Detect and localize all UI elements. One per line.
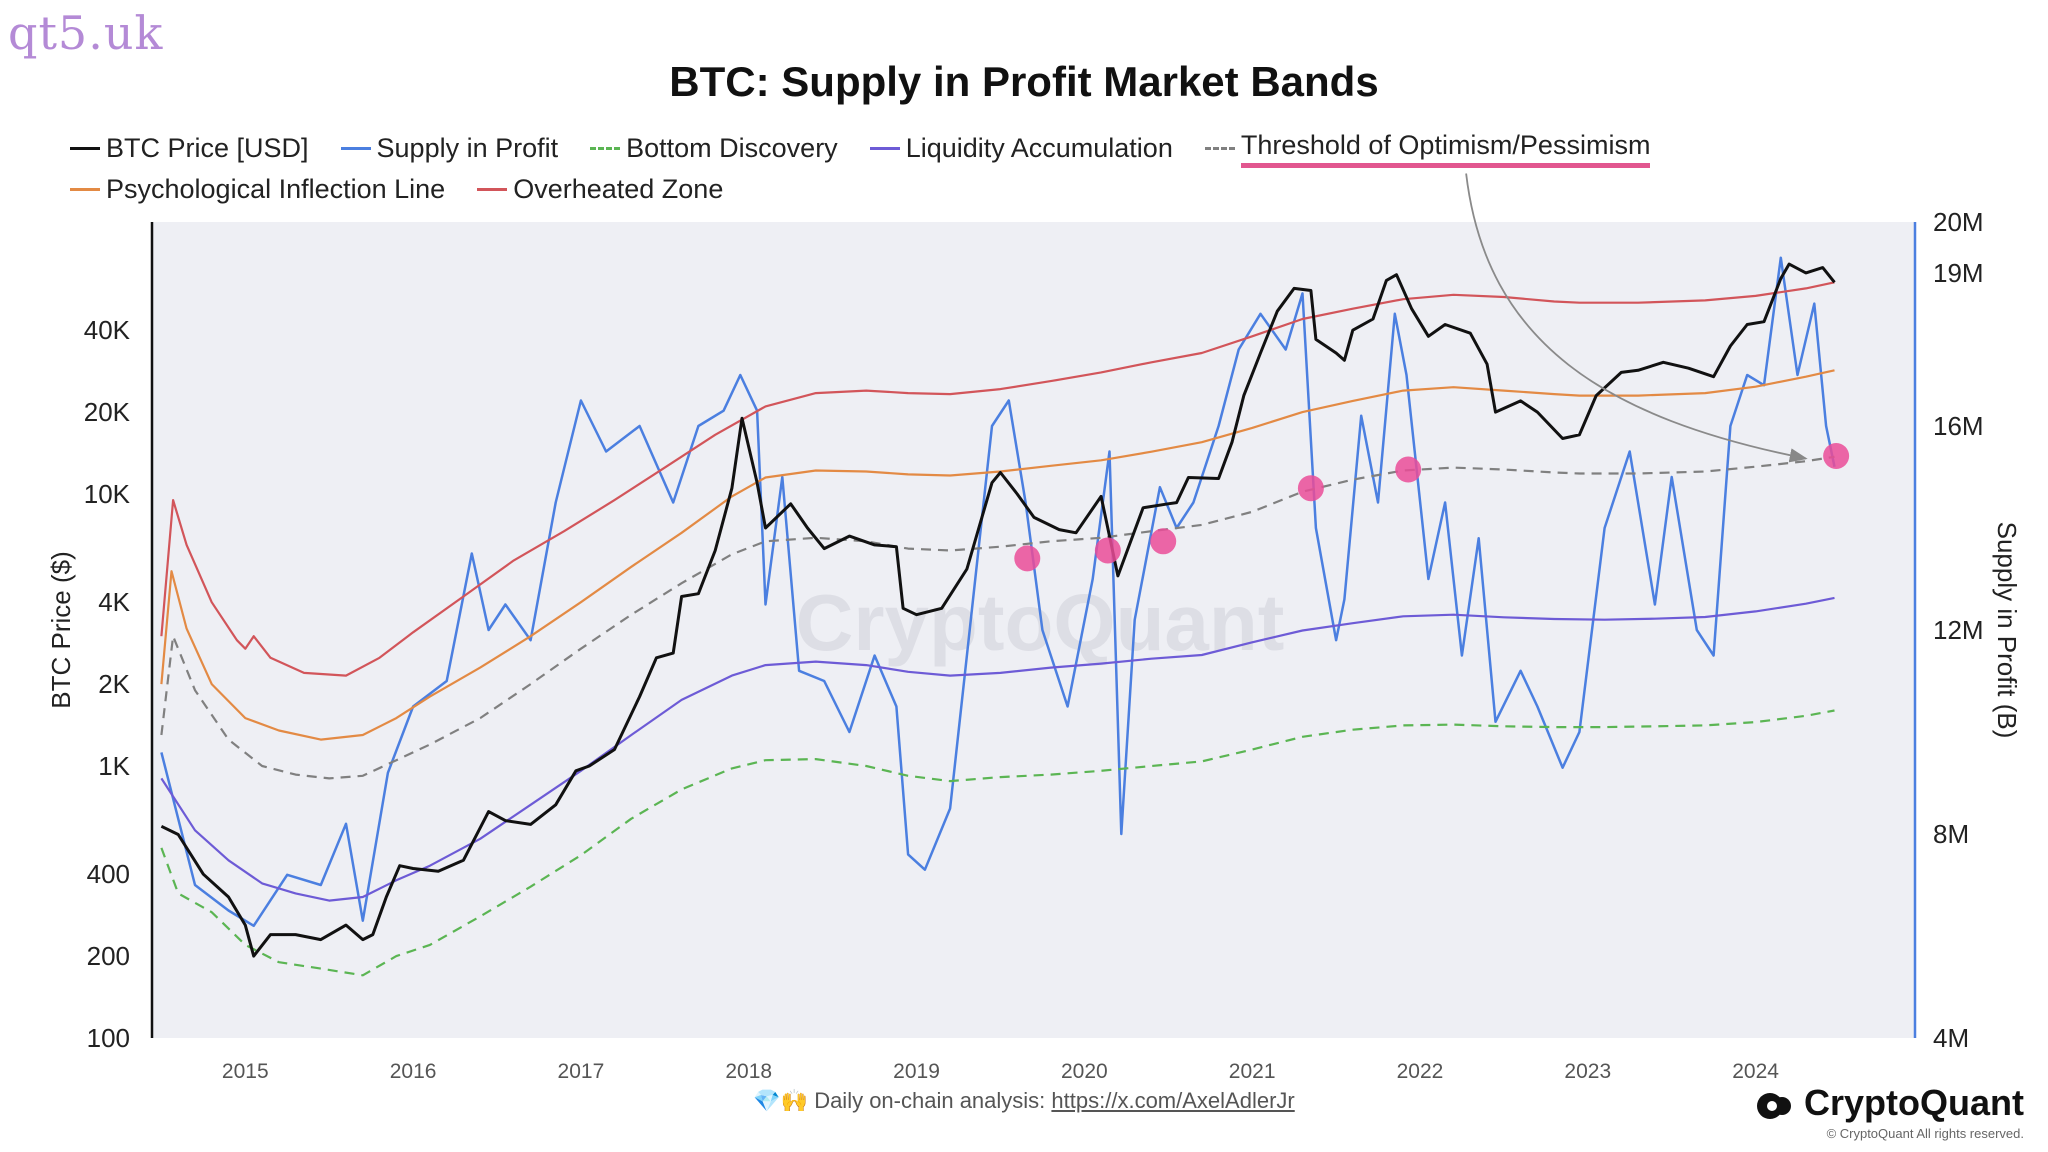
series-line-threshold-of-optimism-pessimism: [160, 455, 1835, 780]
series-line-psychological-inflection-line: [160, 369, 1835, 741]
highlight-marker: [1823, 442, 1850, 469]
x-tick-label: 2015: [222, 1060, 269, 1083]
y2-tick-label: 20M: [1933, 207, 1984, 237]
plot-background: [153, 222, 1915, 1038]
chart-legend: BTC Price [USD] Supply in Profit Bottom Di…: [70, 126, 2020, 207]
y-tick-label: 20K: [84, 397, 131, 427]
series-line-supply-in-profit: [160, 256, 1836, 928]
y-tick-label: 200: [87, 941, 130, 971]
legend-label: Supply in Profit: [376, 133, 559, 163]
y-axis-label: BTC Price ($): [46, 551, 76, 708]
y-tick-label: 2K: [98, 669, 130, 699]
legend-item-btc-price-usd[interactable]: BTC Price [USD]: [70, 131, 309, 167]
legend-item-threshold-of-optimism-pessimism[interactable]: Threshold of Optimism/Pessimism: [1204, 130, 1651, 168]
legend-item-bottom-discovery[interactable]: Bottom Discovery: [590, 131, 838, 167]
brand-logo: CryptoQuant: [1756, 1082, 2024, 1124]
footer: 💎🙌 Daily on-chain analysis: https://x.co…: [0, 1088, 2048, 1114]
highlight-marker: [1094, 537, 1121, 564]
legend-item-liquidity-accumulation[interactable]: Liquidity Accumulation: [869, 131, 1173, 167]
y2-tick-label: 12M: [1933, 615, 1984, 645]
legend-swatch: [477, 187, 508, 191]
series-line-bottom-discovery: [160, 709, 1835, 977]
legend-item-overheated-zone[interactable]: Overheated Zone: [477, 171, 723, 207]
x-tick-label: 2016: [390, 1060, 437, 1083]
cryptoquant-logo-icon: [1756, 1088, 1796, 1119]
y2-axis-label: Supply in Profit (B): [1992, 522, 2022, 739]
chart-title: BTC: Supply in Profit Market Bands: [669, 58, 1379, 105]
x-tick-label: 2019: [893, 1060, 940, 1083]
x-tick-label: 2017: [558, 1060, 605, 1083]
legend-swatch: [1204, 147, 1235, 150]
series-line-overheated-zone: [160, 281, 1835, 677]
legend-swatch: [70, 187, 100, 191]
series-line-btc-price-usd: [160, 262, 1836, 958]
x-tick-label: 2018: [725, 1060, 772, 1083]
y2-tick-label: 4M: [1933, 1023, 1969, 1053]
legend-label: Bottom Discovery: [626, 133, 838, 163]
legend-swatch: [869, 147, 900, 150]
highlight-marker: [1150, 528, 1177, 555]
diamond-hands-icon: 💎🙌: [753, 1088, 809, 1113]
legend-label: Threshold of Optimism/Pessimism: [1240, 130, 1651, 168]
legend-label: BTC Price [USD]: [106, 133, 309, 163]
highlight-marker: [1395, 456, 1422, 483]
legend-item-psychological-inflection-line[interactable]: Psychological Inflection Line: [70, 171, 445, 207]
y2-tick-label: 16M: [1933, 411, 1984, 441]
x-tick-label: 2021: [1229, 1060, 1276, 1083]
legend-label: Overheated Zone: [513, 173, 724, 204]
x-tick-label: 2023: [1564, 1060, 1611, 1083]
y2-tick-label: 8M: [1933, 819, 1969, 849]
legend-swatch: [70, 147, 100, 150]
legend-label: Liquidity Accumulation: [905, 133, 1173, 163]
series-line-liquidity-accumulation: [160, 596, 1835, 902]
site-watermark: qt5.uk: [8, 6, 164, 60]
legend-swatch: [590, 147, 621, 150]
highlight-marker: [1014, 545, 1041, 572]
y2-tick-label: 19M: [1933, 258, 1984, 288]
y-tick-label: 1K: [98, 751, 130, 781]
legend-label: Psychological Inflection Line: [106, 173, 446, 204]
legend-item-supply-in-profit[interactable]: Supply in Profit: [340, 131, 559, 167]
highlight-marker: [1297, 475, 1324, 502]
y-tick-label: 10K: [84, 479, 131, 509]
x-tick-label: 2022: [1397, 1060, 1444, 1083]
y-tick-label: 100: [87, 1023, 130, 1053]
footer-text: Daily on-chain analysis:: [814, 1088, 1052, 1113]
legend-swatch: [340, 147, 371, 150]
brand-name: CryptoQuant: [1804, 1082, 2024, 1123]
x-tick-label: 2020: [1061, 1060, 1108, 1083]
copyright: © CryptoQuant All rights reserved.: [1826, 1126, 2024, 1141]
y-tick-label: 40K: [84, 315, 131, 345]
plot-watermark: CryptoQuant: [796, 578, 1285, 667]
y-tick-label: 400: [87, 859, 130, 889]
y-tick-label: 4K: [98, 587, 130, 617]
annotation-arrow: [1465, 173, 1808, 463]
footer-link[interactable]: https://x.com/AxelAdlerJr: [1051, 1088, 1295, 1113]
x-tick-label: 2024: [1732, 1060, 1779, 1083]
